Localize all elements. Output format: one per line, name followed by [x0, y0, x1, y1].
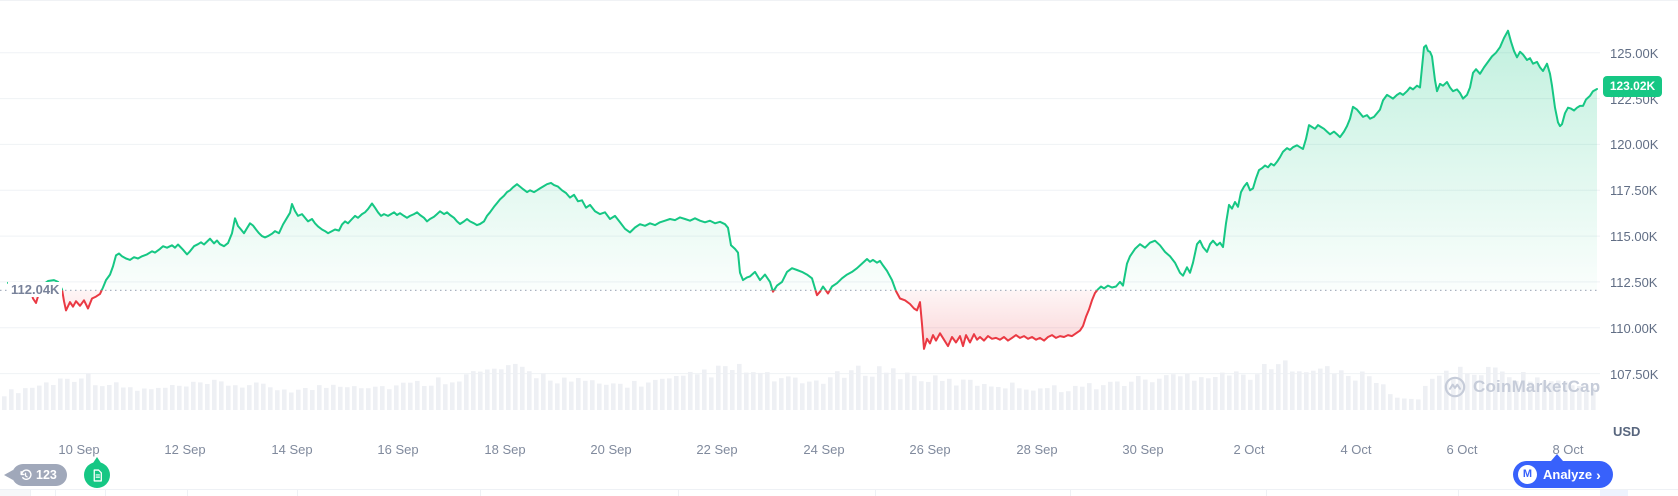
price-axis-tick: 117.50K — [1610, 183, 1658, 199]
date-axis-tick: 2 Oct — [1233, 442, 1265, 457]
history-count: 123 — [36, 468, 57, 482]
table-cell-shaded — [0, 490, 30, 496]
table-column-divider — [678, 490, 679, 496]
date-axis-tick: 22 Sep — [696, 442, 738, 457]
table-column-divider — [187, 490, 188, 496]
price-axis-tick: 125.00K — [1610, 45, 1659, 61]
news-marker-pointer — [93, 457, 101, 463]
currency-label: USD — [1613, 424, 1641, 439]
analyze-button[interactable]: M Analyze › — [1513, 461, 1613, 488]
date-axis-tick: 12 Sep — [164, 442, 206, 457]
history-count-button[interactable]: 123 — [4, 464, 67, 486]
coinmarketcap-badge-icon: M — [1518, 465, 1537, 484]
watermark-text: CoinMarketCap — [1473, 377, 1601, 396]
date-axis-tick: 20 Sep — [590, 442, 632, 457]
date-axis-tick: 24 Sep — [803, 442, 845, 457]
top-divider — [0, 0, 1678, 1]
table-column-divider — [1266, 490, 1267, 496]
date-axis-tick: 18 Sep — [484, 442, 526, 457]
analyze-pointer — [1551, 454, 1563, 461]
date-axis-tick: 28 Sep — [1016, 442, 1058, 457]
price-axis-tick: 112.50K — [1610, 274, 1658, 290]
table-column-divider — [1458, 490, 1459, 496]
analyze-label: Analyze — [1543, 467, 1593, 482]
date-axis-tick: 14 Sep — [271, 442, 313, 457]
date-axis-tick: 8 Oct — [1552, 442, 1584, 457]
price-axis-tick: 107.50K — [1610, 366, 1659, 382]
history-clock-icon — [20, 468, 32, 480]
table-column-divider — [30, 490, 31, 496]
table-cell-highlight — [1600, 490, 1628, 496]
date-axis-tick: 16 Sep — [377, 442, 419, 457]
baseline-price-label: 112.04K — [8, 282, 63, 297]
price-axis-tick: 115.00K — [1610, 229, 1658, 245]
date-axis-tick: 6 Oct — [1446, 442, 1478, 457]
table-column-divider — [55, 490, 56, 496]
date-axis-tick: 30 Sep — [1122, 442, 1164, 457]
date-axis-tick: 10 Sep — [58, 442, 100, 457]
price-axis-tick: 120.00K — [1610, 137, 1659, 153]
table-column-divider — [480, 490, 481, 496]
news-event-marker[interactable] — [84, 457, 110, 488]
table-column-divider — [105, 490, 106, 496]
coinmarketcap-logo-icon — [1444, 376, 1466, 398]
table-column-divider — [297, 490, 298, 496]
document-icon — [93, 468, 102, 482]
watermark: CoinMarketCap — [1444, 376, 1600, 398]
date-axis-tick: 26 Sep — [909, 442, 951, 457]
date-axis-tick: 4 Oct — [1340, 442, 1372, 457]
chevron-right-icon: › — [1596, 466, 1601, 483]
table-row-partial — [0, 489, 1678, 496]
current-price-badge: 123.02K — [1603, 76, 1662, 97]
history-pill-pointer — [4, 470, 13, 480]
table-column-divider — [1070, 490, 1071, 496]
price-axis-tick: 110.00K — [1610, 320, 1658, 336]
table-column-divider — [875, 490, 876, 496]
